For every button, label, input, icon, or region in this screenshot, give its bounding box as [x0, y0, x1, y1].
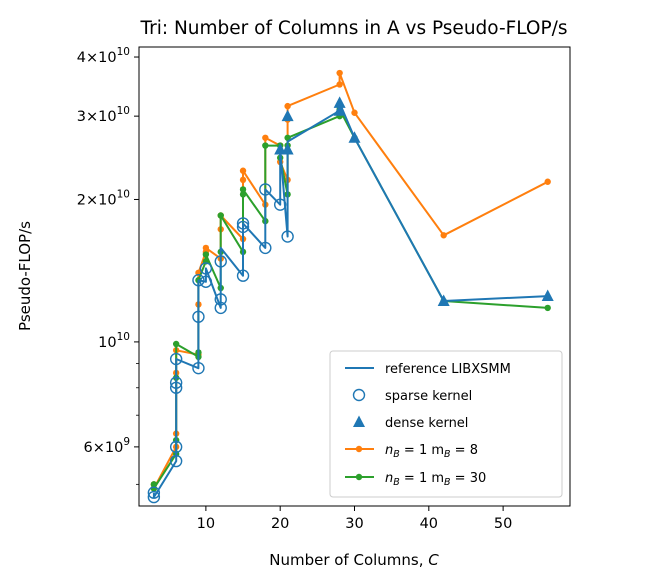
x-axis-label: Number of Columns, C: [269, 551, 439, 569]
data-point: [281, 230, 294, 243]
y-tick-label: 4×1010: [77, 46, 130, 66]
legend-item-3: nB = 1 mB = 8: [345, 443, 478, 460]
data-point: [259, 241, 272, 255]
data-point: [336, 81, 343, 88]
x-tick-label: 10: [197, 516, 215, 532]
data-point: [273, 198, 287, 211]
legend-swatch: [353, 415, 365, 427]
data-point: [202, 244, 210, 252]
data-point: [202, 251, 210, 258]
data-point: [192, 361, 205, 375]
data-point: [169, 352, 183, 366]
data-point: [169, 440, 183, 454]
x-tick-label: 40: [420, 516, 438, 532]
y-tick-label: 2×1010: [77, 188, 130, 208]
y-axis: 4×1010 3×1010 2×1010 1010 6×109: [77, 46, 139, 485]
legend: reference LIBXSMM sparse kernel dense kern…: [329, 350, 563, 498]
legend-item-0: reference LIBXSMM: [345, 362, 511, 377]
legend-item-1: sparse kernel: [352, 388, 472, 404]
legend-label: nB = 1 mB = 30: [385, 471, 486, 488]
data-point: [262, 134, 269, 141]
legend-swatch-dot: [355, 445, 363, 453]
data-point: [214, 293, 227, 306]
series-layer: [147, 69, 554, 504]
data-point: [172, 340, 180, 348]
data-point: [239, 186, 247, 193]
data-point: [544, 304, 551, 312]
data-point: [169, 376, 183, 389]
legend-item-2: dense kernel: [353, 415, 468, 431]
data-point: [333, 104, 346, 116]
data-point: [192, 274, 205, 287]
data-point: [239, 167, 247, 174]
data-point: [333, 96, 346, 108]
x-tick-label: 30: [345, 516, 363, 532]
data-point: [199, 262, 213, 275]
data-point: [147, 486, 161, 499]
data-point: [336, 69, 343, 77]
y-axis-label: Pseudo-FLOP/s: [16, 221, 34, 331]
legend-label: nB = 1 mB = 8: [385, 443, 478, 460]
legend-swatch: [352, 388, 366, 402]
data-point: [169, 381, 183, 394]
legend-label: dense kernel: [385, 416, 468, 431]
data-point: [236, 220, 250, 234]
data-point: [147, 490, 161, 504]
legend-label: reference LIBXSMM: [385, 362, 511, 377]
data-point: [236, 217, 250, 230]
data-point: [348, 131, 361, 143]
legend-box: [329, 350, 563, 498]
data-point: [544, 178, 551, 185]
data-point: [281, 109, 294, 122]
data-point: [236, 269, 250, 282]
data-point: [440, 232, 447, 239]
data-point: [281, 143, 294, 155]
chart-title: Tri: Number of Columns in A vs Pseudo-FL…: [140, 18, 568, 39]
x-tick-label: 20: [271, 516, 289, 532]
legend-swatch-dot: [355, 473, 363, 481]
data-point: [217, 212, 224, 219]
y-tick-label: 1010: [98, 331, 130, 351]
data-point: [192, 310, 205, 323]
data-point: [169, 454, 183, 468]
data-point: [262, 142, 269, 149]
data-point: [239, 176, 247, 184]
x-axis: 10 20 30 40 50: [197, 506, 512, 532]
data-point: [259, 183, 272, 196]
series-2: [274, 96, 554, 307]
data-point: [214, 255, 227, 268]
data-point: [437, 294, 450, 307]
y-tick-label: 6×109: [83, 436, 130, 456]
series-1: [147, 183, 294, 504]
data-point: [284, 134, 291, 141]
data-point: [199, 275, 213, 288]
legend-label: sparse kernel: [385, 389, 472, 404]
data-point: [541, 289, 554, 302]
legend-item-4: nB = 1 mB = 30: [345, 471, 486, 488]
data-point: [214, 301, 227, 315]
data-point: [150, 485, 158, 492]
x-tick-label: 50: [494, 516, 512, 532]
data-point: [239, 191, 247, 198]
data-point: [284, 102, 291, 110]
y-tick-label: 3×1010: [77, 105, 130, 125]
data-point: [351, 109, 358, 116]
